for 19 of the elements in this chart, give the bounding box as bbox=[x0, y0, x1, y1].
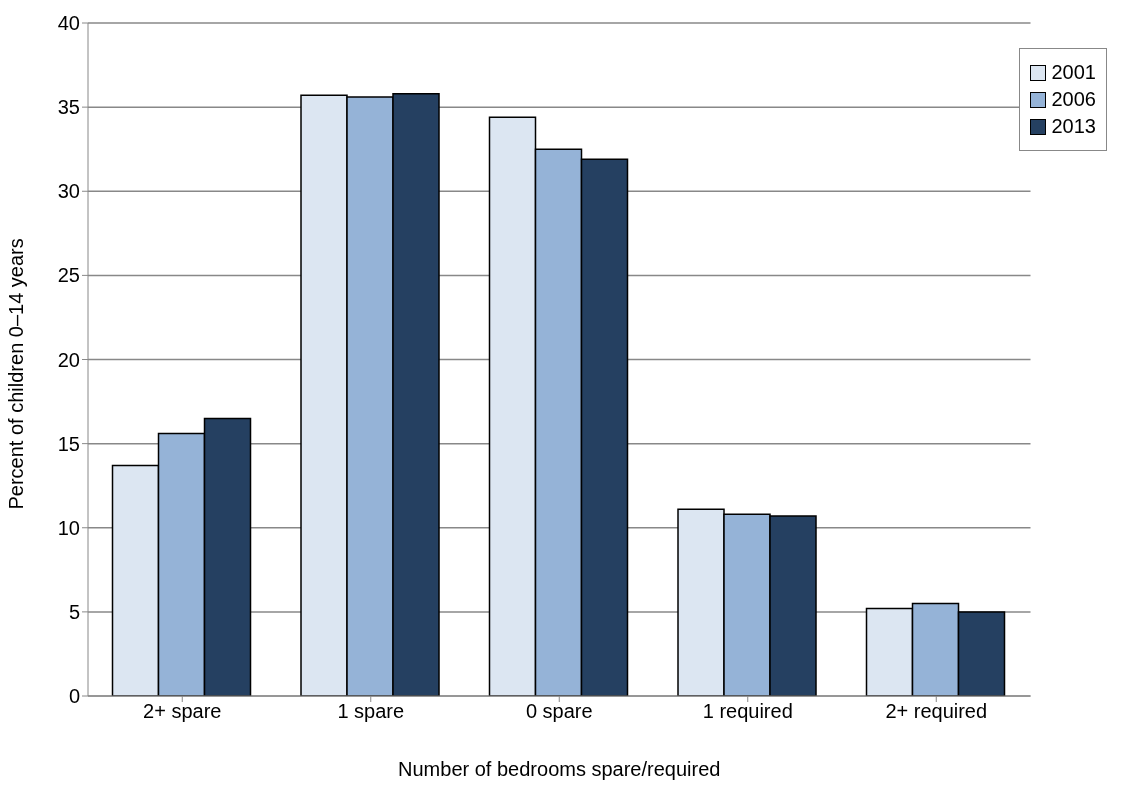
y-tick-label: 35 bbox=[57, 96, 80, 119]
x-tick-label: 0 spare bbox=[525, 700, 593, 723]
y-tick-label: 5 bbox=[68, 600, 80, 623]
x-tick-label: 2+ required bbox=[885, 700, 988, 723]
y-tick-label: 25 bbox=[57, 264, 80, 287]
x-tick-label: 1 spare bbox=[337, 700, 405, 723]
y-tick-label: 15 bbox=[57, 432, 80, 455]
y-tick-label: 0 bbox=[68, 685, 80, 708]
x-tick-label: 2+ spare bbox=[143, 700, 222, 723]
y-axis-title: Percent of children 0–14 years bbox=[5, 238, 28, 510]
y-tick-label: 40 bbox=[57, 12, 80, 35]
y-tick-label: 10 bbox=[57, 516, 80, 539]
y-tick-label: 20 bbox=[57, 348, 80, 371]
legend-label: 2001 bbox=[1051, 61, 1096, 84]
y-tick-label: 30 bbox=[57, 180, 80, 203]
x-tick-label: 1 required bbox=[702, 700, 793, 723]
legend-label: 2006 bbox=[1051, 88, 1096, 111]
legend-label: 2013 bbox=[1051, 115, 1096, 138]
x-axis-title: Number of bedrooms spare/required bbox=[398, 758, 721, 780]
